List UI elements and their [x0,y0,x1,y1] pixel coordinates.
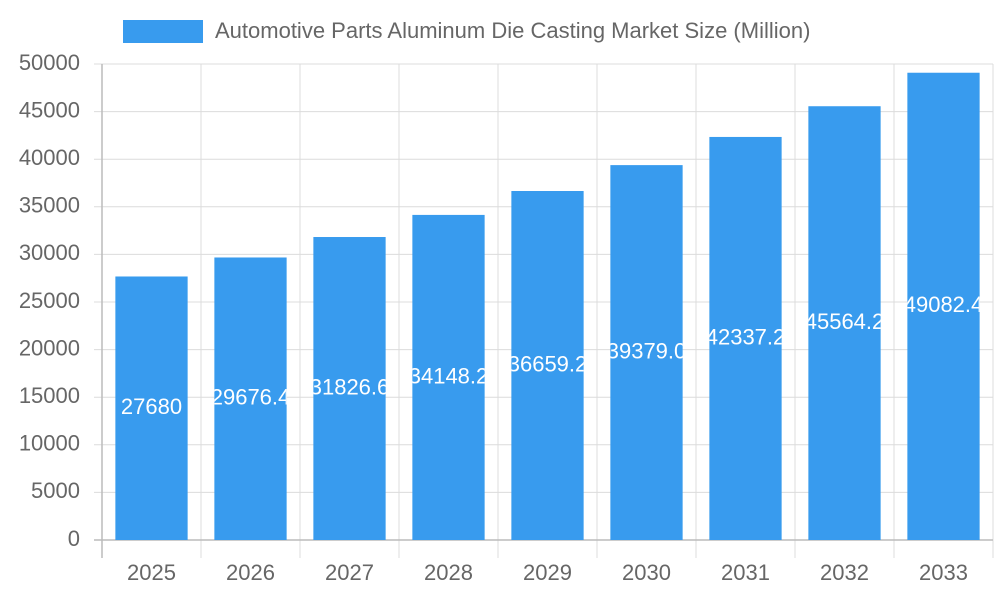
value-label: 45564.2 [805,309,885,334]
bar [214,257,287,540]
y-tick-label: 45000 [19,97,80,122]
bar [412,214,485,541]
x-tick-label: 2026 [226,560,275,585]
value-label: 29676.4 [211,385,291,410]
x-tick-label: 2029 [523,560,572,585]
value-label: 27680 [121,394,182,419]
y-tick-label: 10000 [19,431,80,456]
x-tick-label: 2027 [325,560,374,585]
x-tick-label: 2030 [622,560,671,585]
y-tick-label: 5000 [31,478,80,503]
y-tick-label: 35000 [19,193,80,218]
value-label: 49082.4 [904,292,984,317]
y-tick-label: 50000 [19,50,80,75]
bar [907,72,980,541]
legend-label: Automotive Parts Aluminum Die Casting Ma… [215,18,810,43]
y-tick-label: 20000 [19,335,80,360]
value-label: 42337.2 [706,324,786,349]
x-tick-label: 2032 [820,560,869,585]
y-tick-label: 40000 [19,145,80,170]
value-label: 31826.6 [310,374,390,399]
bar [511,191,584,541]
value-label: 39379.0 [607,338,687,363]
bar [709,136,782,540]
x-tick-label: 2025 [127,560,176,585]
y-tick-label: 0 [68,526,80,551]
y-tick-label: 30000 [19,240,80,265]
value-label: 36659.2 [508,351,588,376]
legend-swatch [123,20,203,43]
bar [313,237,386,540]
y-tick-label: 15000 [19,383,80,408]
x-tick-label: 2028 [424,560,473,585]
bar [115,276,188,540]
y-tick-label: 25000 [19,288,80,313]
bar [808,106,881,540]
bar [610,165,683,540]
value-label: 34148.2 [409,363,489,388]
x-tick-label: 2031 [721,560,770,585]
x-tick-label: 2033 [919,560,968,585]
